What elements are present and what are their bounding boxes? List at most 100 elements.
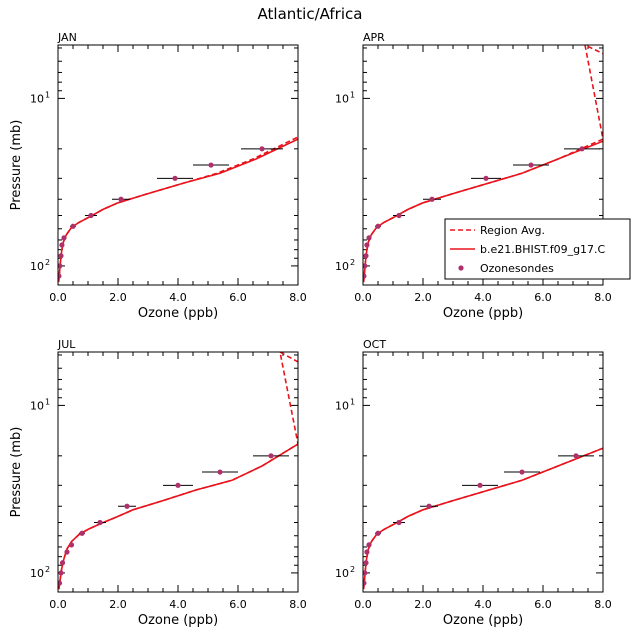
y-tick-label: 10: [335, 92, 349, 105]
data-point: [79, 530, 85, 536]
data-point: [573, 453, 579, 459]
x-axis-label: Ozone (ppb): [138, 306, 218, 321]
legend-marker: [458, 265, 464, 271]
data-point: [88, 212, 94, 219]
plot-frame: [362, 351, 604, 593]
data-point: [124, 503, 130, 509]
data-point: [528, 162, 534, 168]
data-point: [68, 542, 75, 548]
x-tick-label: 0.0: [49, 291, 67, 304]
data-point: [429, 196, 435, 202]
y-tick-label: 10: [335, 567, 349, 580]
x-tick-label: 2.0: [414, 598, 432, 611]
legend-label: b.e21.BHIST.f09_g17.C: [480, 243, 606, 256]
x-axis-label: Ozone (ppb): [443, 306, 523, 321]
data-point: [396, 519, 402, 526]
data-point: [58, 580, 63, 586]
x-tick-label: 0.0: [49, 598, 67, 611]
data-point: [477, 482, 483, 488]
legend-label: Region Avg.: [480, 224, 545, 237]
y-tick-exponent: 1: [45, 397, 50, 406]
y-tick-label: 10: [30, 260, 44, 273]
series-line-region-avg: [58, 136, 298, 283]
data-point: [579, 146, 585, 152]
y-tick-exponent: 2: [350, 565, 355, 574]
data-point: [363, 273, 367, 279]
data-point: [175, 482, 181, 488]
series-line-model: [363, 447, 603, 590]
data-point: [366, 235, 372, 241]
panel-label: APR: [363, 31, 385, 44]
x-tick-label: 6.0: [534, 291, 552, 304]
data-point: [97, 519, 103, 526]
data-point: [58, 273, 62, 279]
data-point: [363, 263, 368, 269]
data-point: [519, 469, 525, 475]
y-tick-exponent: 2: [45, 258, 50, 267]
legend-label: Ozonesondes: [480, 262, 554, 275]
data-point: [118, 196, 124, 202]
x-tick-label: 8.0: [289, 598, 307, 611]
x-tick-label: 4.0: [474, 291, 492, 304]
data-point: [70, 223, 76, 229]
data-point: [58, 570, 64, 576]
x-tick-label: 6.0: [229, 291, 247, 304]
data-point: [59, 242, 65, 248]
plot-frame: [362, 44, 604, 286]
y-tick-label: 10: [30, 567, 44, 580]
x-tick-label: 2.0: [109, 291, 127, 304]
data-point: [58, 263, 63, 269]
data-point: [364, 242, 370, 248]
x-tick-label: 0.0: [354, 598, 372, 611]
plot-frame: [57, 351, 299, 593]
y-tick-label: 10: [335, 260, 349, 273]
y-tick-exponent: 1: [45, 90, 50, 99]
y-tick-exponent: 2: [350, 258, 355, 267]
x-tick-label: 2.0: [109, 598, 127, 611]
data-point: [364, 549, 370, 555]
series-line-model: [58, 443, 298, 590]
x-axis-label: Ozone (ppb): [138, 613, 218, 628]
y-tick-exponent: 2: [45, 565, 50, 574]
data-point: [208, 162, 214, 168]
data-point: [363, 560, 369, 566]
data-point: [268, 453, 274, 459]
y-tick-exponent: 1: [350, 397, 355, 406]
x-tick-label: 6.0: [229, 598, 247, 611]
y-axis-label: Pressure (mb): [9, 427, 24, 518]
series-line-model: [58, 138, 298, 283]
data-point: [483, 175, 489, 181]
data-point: [61, 235, 67, 241]
y-tick-label: 10: [30, 399, 44, 412]
x-tick-label: 0.0: [354, 291, 372, 304]
legend-box: [444, 218, 631, 280]
data-point: [59, 560, 66, 566]
data-point: [363, 570, 368, 576]
data-point: [363, 580, 367, 586]
x-tick-label: 6.0: [534, 598, 552, 611]
data-point: [58, 253, 64, 259]
x-tick-label: 8.0: [594, 291, 612, 304]
data-point: [375, 530, 381, 536]
series-line-region-avg: [363, 447, 603, 590]
figure-title: Atlantic/Africa: [258, 5, 363, 23]
data-point: [64, 549, 70, 555]
legend: Region Avg. b.e21.BHIST.f09_g17.C Ozoneson…: [444, 218, 631, 280]
x-tick-label: 2.0: [414, 291, 432, 304]
x-axis-label: Ozone (ppb): [443, 613, 523, 628]
x-tick-label: 4.0: [169, 291, 187, 304]
data-point: [396, 212, 402, 219]
plot-frame: [57, 44, 299, 286]
data-point: [375, 223, 381, 229]
data-point: [363, 253, 369, 259]
series-line-region-avg: [58, 352, 298, 590]
data-point: [259, 146, 265, 152]
y-tick-label: 10: [335, 399, 349, 412]
x-tick-label: 8.0: [594, 598, 612, 611]
panel-label: JUL: [57, 338, 76, 351]
x-tick-label: 8.0: [289, 291, 307, 304]
data-point: [426, 503, 432, 509]
